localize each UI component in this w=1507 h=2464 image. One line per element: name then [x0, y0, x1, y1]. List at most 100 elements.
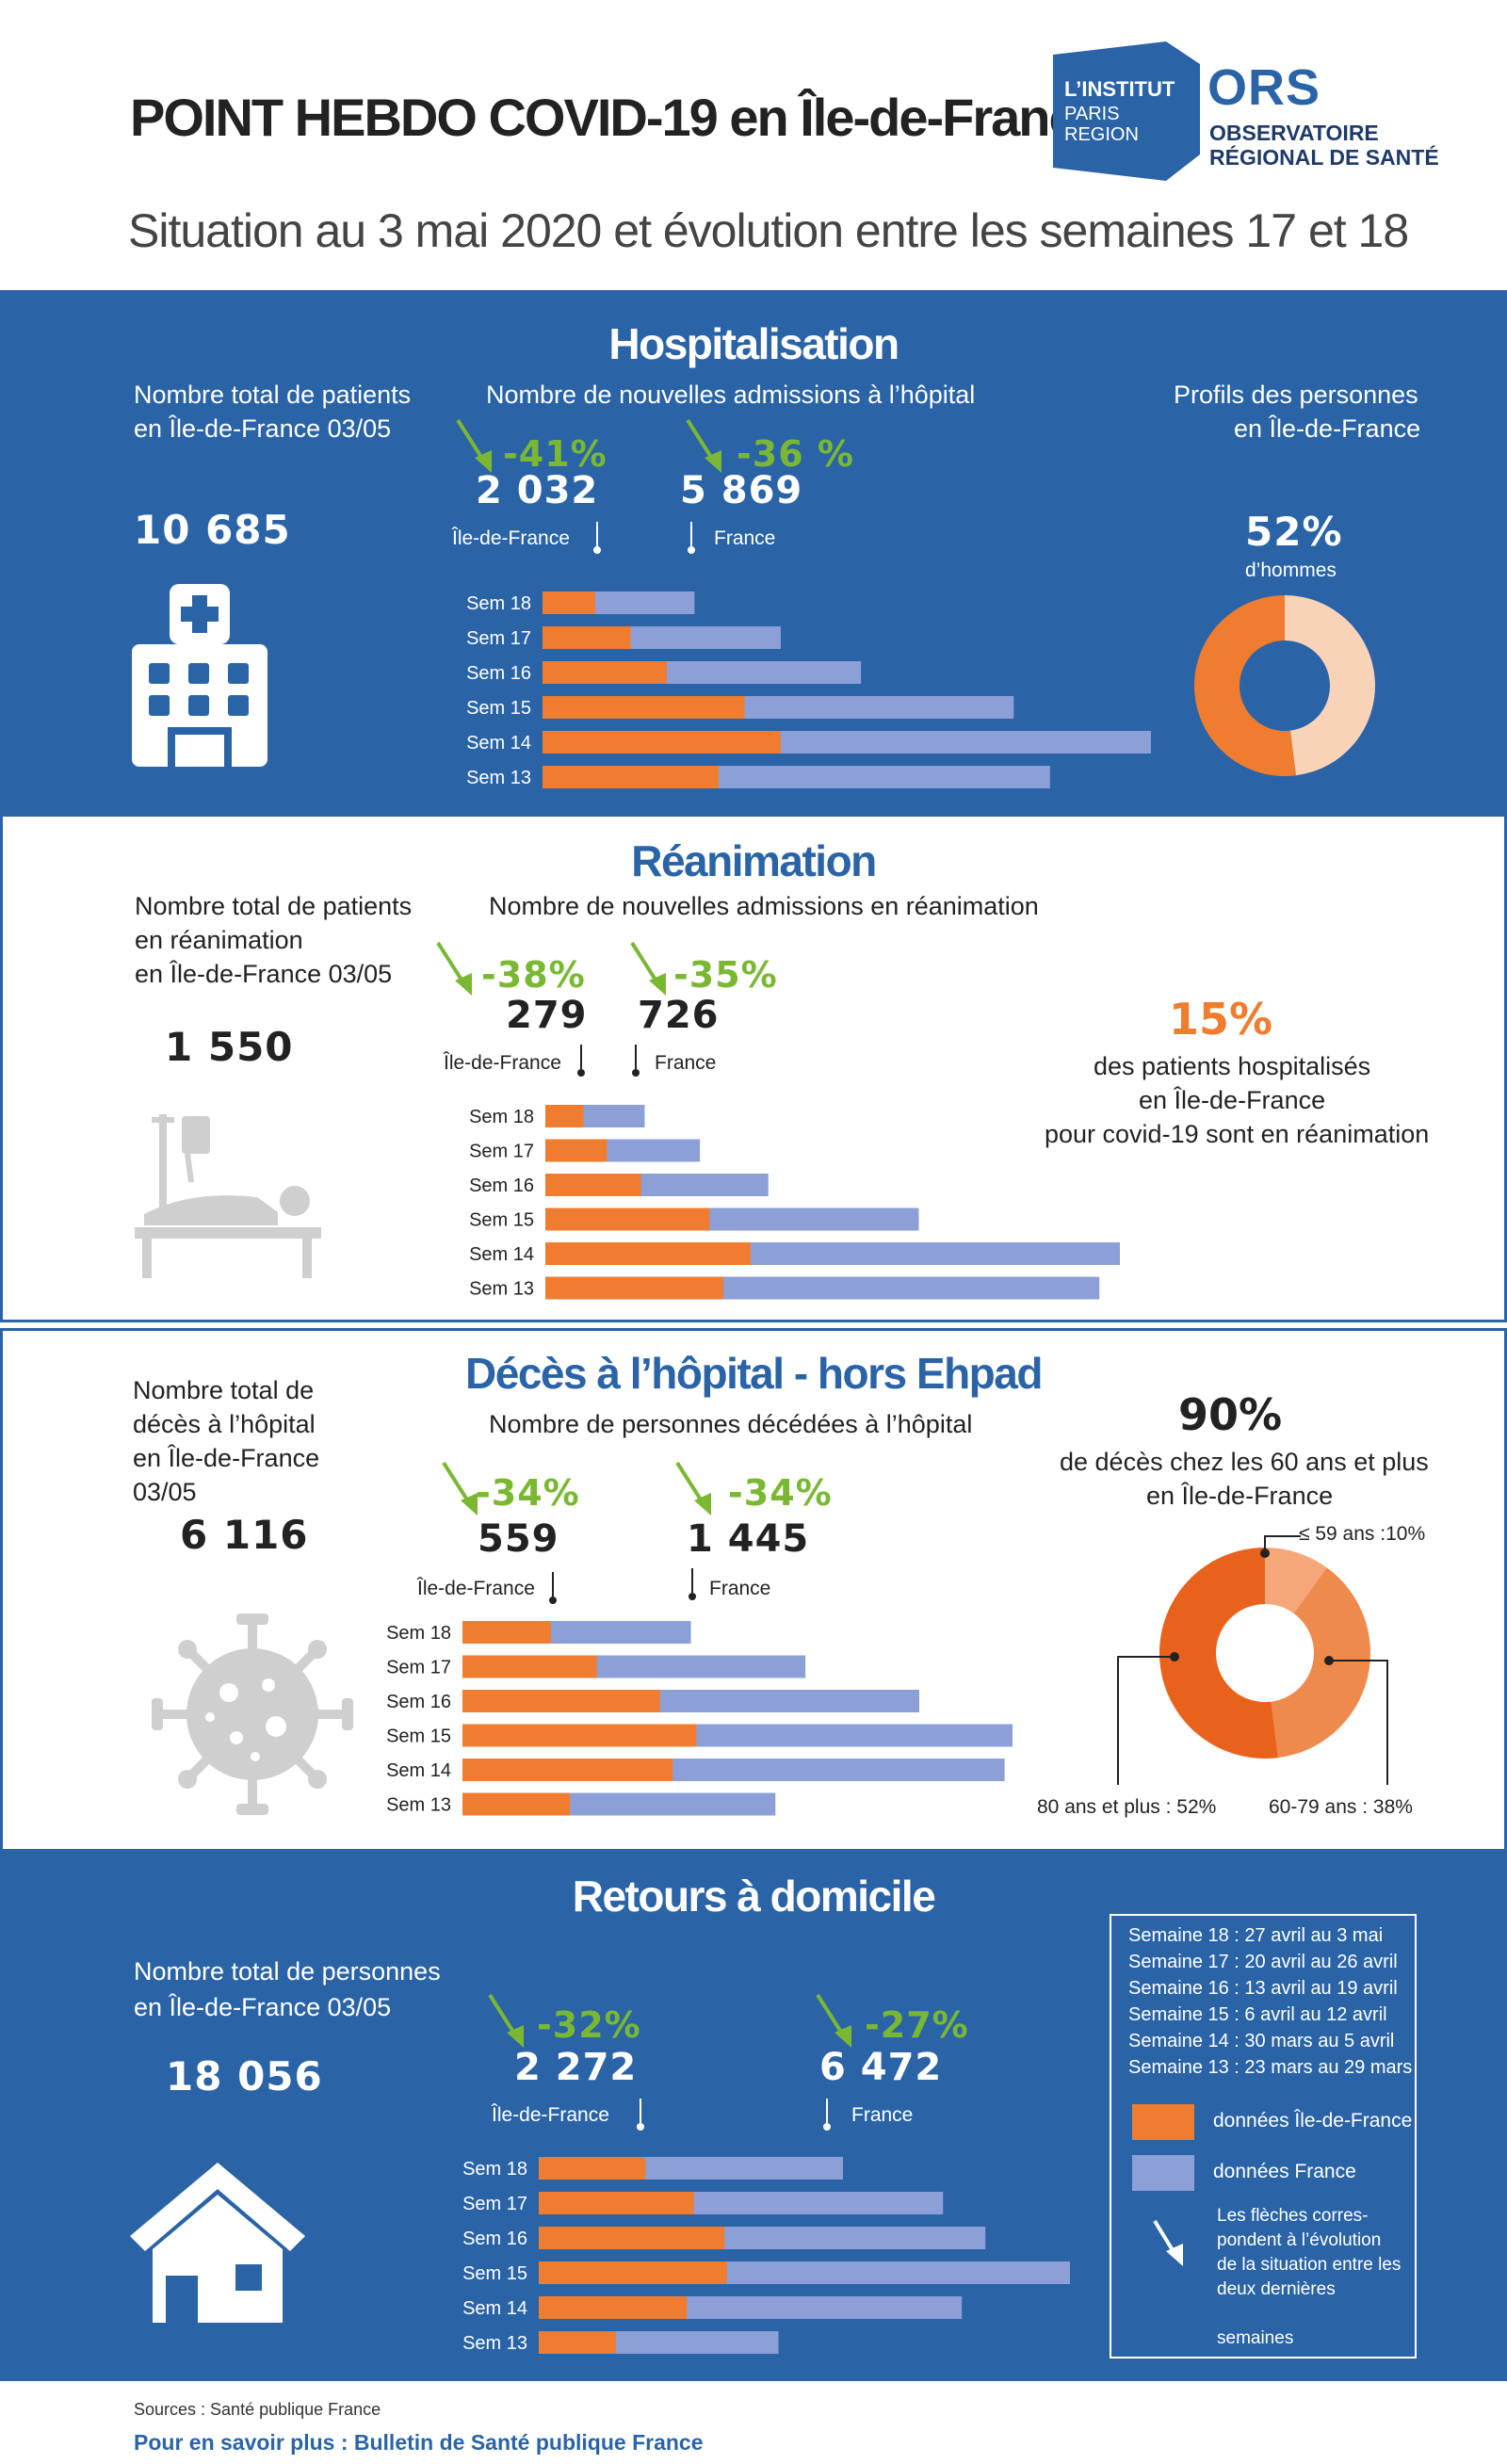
bar-idf	[462, 1621, 551, 1644]
hosp-men-label: d’hommes	[1245, 559, 1337, 581]
retours-fr-label: France	[851, 2104, 914, 2126]
rea-total-label-2: en réanimation	[135, 926, 303, 954]
donut-slice-women	[1285, 595, 1376, 776]
tick-label: Sem 13	[386, 1795, 451, 1816]
deces-title: Décès à l’hôpital - hors Ehpad	[465, 1349, 1043, 1398]
tick-label: Sem 14	[469, 1244, 534, 1265]
section-hospitalisation: Hospitalisation Nombre total de patients…	[0, 290, 1507, 814]
donut-slice	[1159, 1548, 1279, 1759]
page-subtitle: Situation au 3 mai 2020 et évolution ent…	[128, 204, 1409, 257]
rea-title: Réanimation	[631, 836, 877, 885]
legend-arrow-icon	[1153, 2219, 1183, 2266]
deces-slice-label-young: ≤ 59 ans :10%	[1299, 1523, 1426, 1545]
bar-idf	[462, 1655, 597, 1678]
logo-ors: ORS	[1207, 59, 1321, 116]
tick-label: Sem 18	[469, 1107, 534, 1127]
rea-fr-label: France	[655, 1052, 717, 1074]
hosp-men-pct: 52%	[1245, 509, 1343, 555]
deces-age-label-2: en Île-de-France	[1146, 1482, 1334, 1510]
logo-ipr-line3: REGION	[1064, 124, 1139, 145]
tick-label: Sem 17	[386, 1658, 451, 1678]
retours-idf-arrow-icon	[488, 1993, 524, 2048]
deces-age-label-1: de décès chez les 60 ans et plus	[1060, 1448, 1429, 1476]
retours-fr-value: 6 472	[819, 2046, 943, 2089]
logo-institut-paris-region: L’INSTITUT PARIS REGION	[1053, 41, 1200, 181]
hosp-fr-pin-icon	[688, 522, 695, 554]
donut-slice	[1265, 1548, 1327, 1613]
tick-label: Sem 18	[386, 1623, 451, 1644]
rea-idf-label: Île-de-France	[444, 1052, 561, 1074]
legend-label-idf: données Île-de-France	[1213, 2110, 1413, 2132]
deces-chart-title: Nombre de personnes décédées à l’hôpital	[489, 1410, 973, 1438]
rea-idf-arrow-icon	[436, 941, 472, 996]
rea-total: 1 550	[165, 1024, 294, 1070]
deces-slice-label-old: 80 ans et plus : 52%	[1037, 1796, 1217, 1818]
hosp-profile-label-1: Profils des personnes	[1174, 381, 1418, 409]
rea-share-label-1: des patients hospitalisés	[1094, 1052, 1371, 1080]
tick-label: Sem 13	[462, 2333, 527, 2354]
retours-idf-value: 2 272	[514, 2046, 638, 2089]
donut-slice-men	[1194, 595, 1297, 776]
legend-arrow-note-4: deux dernières	[1217, 2279, 1336, 2299]
section-reanimation: Réanimation Nombre total de patients en …	[0, 814, 1507, 1322]
logo-shape-icon	[1053, 41, 1200, 181]
logo-ipr-line1: L’INSTITUT	[1064, 77, 1175, 101]
bar-idf	[462, 1690, 660, 1712]
hosp-fr-pct: -36 %	[737, 433, 854, 475]
deces-fr-arrow-icon	[675, 1461, 711, 1516]
deces-total: 6 116	[180, 1512, 309, 1558]
legend-week-13: Semaine 13 : 23 mars au 29 mars	[1128, 2057, 1413, 2078]
tick-label: Sem 14	[466, 733, 531, 754]
rea-total-label-3: en Île-de-France 03/05	[135, 960, 393, 988]
hosp-fr-label: France	[714, 527, 776, 549]
bar-idf	[539, 2296, 688, 2319]
bar-idf	[543, 592, 595, 614]
bar-idf	[543, 766, 719, 788]
tick-label: Sem 16	[386, 1692, 451, 1712]
tick-label: Sem 16	[466, 663, 531, 684]
rea-fr-arrow-icon	[630, 941, 666, 996]
bar-idf	[545, 1139, 608, 1162]
house-icon	[130, 2163, 305, 2323]
tick-label: Sem 13	[466, 768, 531, 788]
retours-fr-arrow-icon	[816, 1993, 851, 2048]
section-deces: Décès à l’hôpital - hors Ehpad Nombre to…	[0, 1328, 1507, 1852]
retours-fr-pin-icon	[823, 2099, 831, 2131]
donut-slice	[1271, 1567, 1370, 1759]
bar-idf	[543, 731, 781, 754]
bar-idf	[545, 1105, 584, 1127]
deces-age-donut	[1117, 1535, 1388, 1785]
footer-more-link[interactable]: Pour en savoir plus : Bulletin de Santé …	[134, 2430, 704, 2455]
bar-idf	[545, 1208, 710, 1231]
hosp-idf-value: 2 032	[476, 469, 599, 512]
bar-idf	[539, 2227, 725, 2249]
rea-bar-chart: Sem 18 Sem 17 Sem 16 Sem 15 Sem 14 Sem 13	[469, 1105, 1120, 1300]
deces-age-pct: 90%	[1178, 1389, 1283, 1440]
bar-idf	[539, 2157, 646, 2180]
rea-fr-pin-icon	[632, 1045, 640, 1077]
retours-total-label-2: en Île-de-France 03/05	[134, 1993, 392, 2021]
section-retours: Retours à domicile Nombre total de perso…	[0, 1852, 1507, 2381]
bar-idf	[539, 2261, 727, 2284]
hosp-idf-arrow-icon	[456, 418, 492, 473]
donut-age-slices	[1159, 1548, 1370, 1759]
hosp-idf-pct: -41%	[503, 433, 608, 475]
footer-sources: Sources : Santé publique France	[134, 2400, 381, 2419]
legend-week-17: Semaine 17 : 20 avril au 26 avril	[1128, 1952, 1398, 1972]
retours-idf-pin-icon	[637, 2099, 644, 2131]
retours-total: 18 056	[166, 2053, 323, 2099]
bar-idf	[545, 1174, 641, 1196]
tick-label: Sem 16	[462, 2229, 527, 2249]
deces-idf-value: 559	[478, 1517, 559, 1561]
leader-old	[1117, 1656, 1175, 1785]
hosp-total: 10 685	[134, 507, 291, 553]
retours-bar-chart: Sem 18 Sem 17 Sem 16 Sem 15 Sem 14 Sem 13	[462, 2157, 1070, 2354]
legend-label-fr: données France	[1213, 2161, 1356, 2182]
tick-label: Sem 15	[466, 698, 531, 719]
hosp-fr-arrow-icon	[686, 418, 721, 473]
deces-fr-pct: -34%	[728, 1472, 833, 1514]
rea-share-label-3: pour covid-19 sont en réanimation	[1045, 1120, 1430, 1148]
bar-idf	[539, 2192, 694, 2214]
deces-fr-pin-icon	[689, 1568, 696, 1600]
leader-young	[1264, 1535, 1301, 1553]
